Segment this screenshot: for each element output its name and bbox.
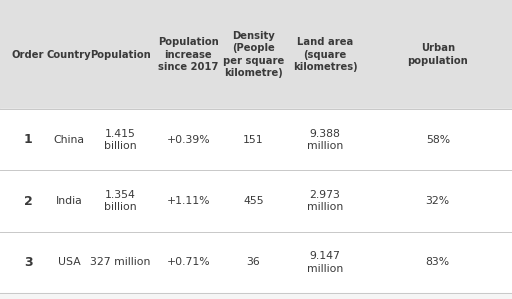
Text: 2.973
million: 2.973 million xyxy=(307,190,343,212)
Bar xyxy=(0,0,512,109)
Text: 1.354
billion: 1.354 billion xyxy=(104,190,137,212)
Text: Population
increase
since 2017: Population increase since 2017 xyxy=(158,37,219,72)
Text: Order: Order xyxy=(12,50,45,60)
Text: 151: 151 xyxy=(243,135,264,145)
Text: Land area
(square
kilometres): Land area (square kilometres) xyxy=(293,37,357,72)
Text: Population: Population xyxy=(90,50,151,60)
Bar xyxy=(0,170,512,232)
Text: 1.415
billion: 1.415 billion xyxy=(104,129,137,151)
Text: +0.71%: +0.71% xyxy=(166,257,210,267)
Bar xyxy=(0,109,512,170)
Text: 9.388
million: 9.388 million xyxy=(307,129,343,151)
Text: 2: 2 xyxy=(24,195,33,208)
Text: +0.39%: +0.39% xyxy=(166,135,210,145)
Text: 83%: 83% xyxy=(425,257,450,267)
Text: 58%: 58% xyxy=(425,135,450,145)
Text: +1.11%: +1.11% xyxy=(167,196,210,206)
Text: 327 million: 327 million xyxy=(90,257,151,267)
Text: Country: Country xyxy=(47,50,92,60)
Text: 36: 36 xyxy=(247,257,260,267)
Bar xyxy=(0,232,512,293)
Text: 455: 455 xyxy=(243,196,264,206)
Text: USA: USA xyxy=(58,257,80,267)
Text: India: India xyxy=(56,196,82,206)
Text: Density
(People
per square
kilometre): Density (People per square kilometre) xyxy=(223,31,284,78)
Bar xyxy=(0,293,512,299)
Text: 1: 1 xyxy=(24,133,33,146)
Text: 9.147
million: 9.147 million xyxy=(307,251,343,274)
Text: Urban
population: Urban population xyxy=(408,43,468,66)
Text: 32%: 32% xyxy=(425,196,450,206)
Text: China: China xyxy=(54,135,84,145)
Text: 3: 3 xyxy=(24,256,32,269)
